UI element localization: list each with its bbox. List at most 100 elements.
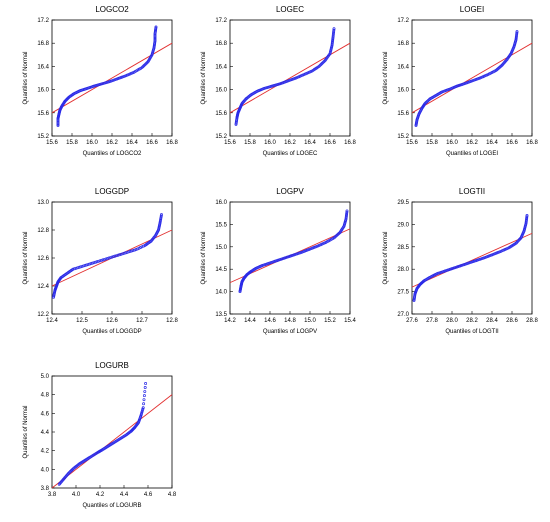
data-point	[276, 258, 280, 262]
x-tick-label: 4.4	[120, 492, 129, 498]
data-point	[514, 38, 518, 42]
data-point	[131, 249, 135, 252]
y-axis-label: Quantiles of Normal	[23, 405, 29, 458]
data-point	[473, 78, 477, 82]
x-tick-label: 16.8	[526, 140, 538, 146]
data-point	[142, 402, 146, 406]
data-point	[345, 210, 349, 214]
data-point	[104, 257, 108, 261]
data-point	[451, 266, 455, 270]
data-point	[106, 257, 109, 260]
data-point	[100, 82, 104, 86]
data-point	[315, 244, 319, 248]
data-point	[144, 382, 148, 385]
data-point	[297, 251, 301, 255]
data-point	[289, 78, 293, 82]
data-point	[474, 259, 478, 263]
data-point	[105, 80, 109, 84]
data-point	[460, 263, 464, 267]
data-point	[330, 42, 334, 46]
data-point	[133, 248, 136, 252]
panel-title: LOGTII	[459, 187, 485, 196]
y-tick-label: 27.0	[397, 312, 409, 318]
data-point	[345, 212, 349, 216]
data-point	[468, 261, 472, 264]
data-point	[277, 258, 281, 262]
data-point	[123, 74, 127, 78]
y-tick-label: 28.0	[397, 267, 409, 273]
data-point	[139, 414, 143, 418]
data-point	[515, 31, 519, 35]
data-point	[112, 255, 115, 259]
data-point	[452, 266, 456, 270]
x-tick-label: 16.4	[304, 140, 316, 146]
y-tick-label: 13.0	[37, 200, 49, 206]
data-point	[93, 84, 97, 88]
panel-title: LOGURB	[95, 361, 129, 370]
x-axis-label: Quantiles of LOGEI	[446, 151, 498, 157]
data-point	[275, 259, 279, 263]
panel-title: LOGEI	[460, 5, 484, 14]
panel-title: LOGGDP	[95, 187, 129, 196]
qq-panel-logpv: LOGPV 14.2 14.4 14.6 14.8 15.0 15.2 15.4 13.5 14.…	[201, 187, 356, 335]
data-point	[443, 89, 447, 93]
data-point	[73, 267, 76, 271]
data-point	[140, 409, 144, 412]
y-tick-label: 16.0	[37, 88, 49, 94]
data-point	[141, 406, 145, 410]
panel-title: LOGEC	[276, 5, 304, 14]
data-point	[267, 85, 271, 89]
data-point	[305, 248, 309, 252]
x-tick-label: 28.2	[466, 318, 478, 324]
data-point	[281, 256, 285, 260]
y-tick-label: 14.0	[215, 290, 227, 296]
data-point	[482, 256, 486, 260]
x-tick-label: 14.8	[284, 318, 296, 324]
data-point	[328, 50, 332, 54]
data-point	[275, 83, 279, 87]
y-tick-label: 12.6	[37, 256, 49, 262]
x-tick-label: 16.4	[486, 140, 498, 146]
data-point	[475, 77, 479, 81]
data-point	[109, 256, 112, 259]
data-point	[474, 77, 478, 81]
data-point	[471, 78, 475, 82]
data-point	[344, 216, 348, 220]
data-point	[295, 252, 299, 256]
data-point	[332, 31, 335, 35]
x-tick-label: 16.8	[166, 140, 178, 146]
panel-title: LOGPV	[276, 187, 304, 196]
data-point	[109, 79, 113, 83]
x-tick-label: 4.0	[72, 492, 81, 498]
data-point	[107, 256, 111, 260]
data-point	[450, 267, 454, 271]
data-point	[97, 259, 100, 263]
data-point	[496, 250, 500, 254]
data-point	[344, 214, 348, 218]
x-tick-label: 15.8	[66, 140, 78, 146]
x-tick-label: 28.4	[486, 318, 498, 324]
data-point	[272, 260, 276, 264]
data-point	[438, 271, 442, 275]
x-tick-label: 12.4	[46, 318, 58, 324]
data-point	[345, 209, 349, 213]
data-point	[448, 267, 452, 271]
data-point	[440, 90, 444, 94]
data-point	[329, 46, 333, 50]
data-point	[308, 247, 312, 251]
data-point	[130, 249, 133, 253]
data-point	[97, 83, 101, 87]
data-point	[269, 261, 273, 264]
data-point	[494, 251, 498, 255]
data-point	[268, 261, 272, 265]
y-tick-label: 17.2	[397, 18, 409, 24]
x-tick-label: 16.2	[466, 140, 478, 146]
y-axis-label: Quantiles of Normal	[201, 51, 207, 104]
data-point	[286, 79, 290, 83]
plot-frame	[229, 201, 351, 315]
data-point	[480, 256, 484, 260]
data-point	[491, 252, 495, 256]
